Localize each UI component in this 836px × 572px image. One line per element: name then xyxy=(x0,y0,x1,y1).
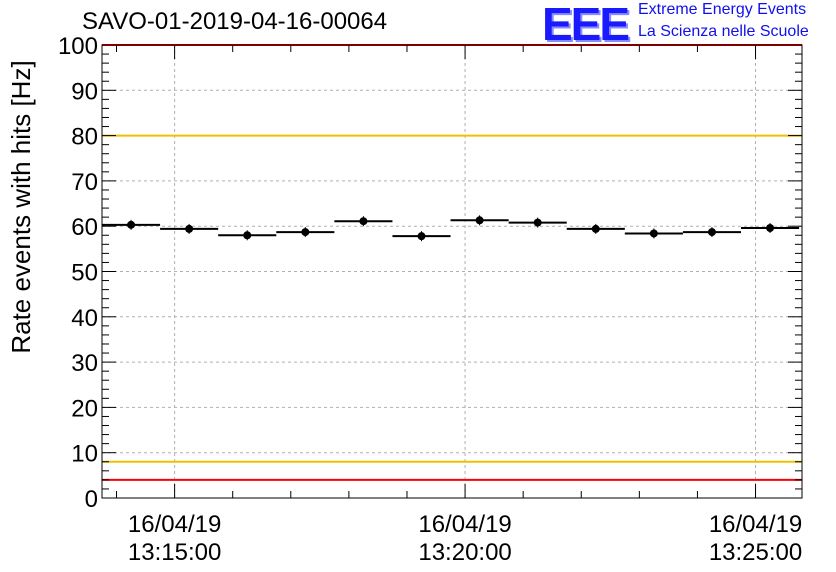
y-tick-label: 0 xyxy=(85,486,98,513)
y-tick-label: 40 xyxy=(71,305,98,332)
x-tick-time-label: 13:25:00 xyxy=(709,539,802,566)
x-tick-date-label: 16/04/19 xyxy=(709,511,802,538)
y-axis-label: Rate events with hits [Hz] xyxy=(6,60,36,353)
x-tick-date-label: 16/04/19 xyxy=(128,511,221,538)
data-point xyxy=(185,224,194,233)
data-point xyxy=(766,224,775,233)
data-point xyxy=(243,231,252,240)
tick-labels: 010203040506070809010016/04/1913:15:0016… xyxy=(58,33,802,566)
data-point xyxy=(591,224,600,233)
x-tick-date-label: 16/04/19 xyxy=(418,511,511,538)
reference-lines xyxy=(102,44,802,481)
y-tick-label: 50 xyxy=(71,260,98,287)
y-tick-label: 80 xyxy=(71,124,98,151)
logo-line-1: Extreme Energy Events xyxy=(638,1,807,18)
data-point xyxy=(301,228,310,237)
y-tick-label: 30 xyxy=(71,350,98,377)
data-points xyxy=(102,215,800,242)
grid-lines xyxy=(102,44,802,499)
y-tick-label: 60 xyxy=(71,214,98,241)
data-point xyxy=(533,218,542,227)
logo-line-2: La Scienza nelle Scuole xyxy=(638,23,809,40)
y-tick-label: 10 xyxy=(71,441,98,468)
y-tick-label: 20 xyxy=(71,395,98,422)
data-point xyxy=(475,216,484,225)
x-tick-time-label: 13:15:00 xyxy=(128,539,221,566)
eee-logo: EEE xyxy=(542,0,630,50)
data-point xyxy=(417,232,426,241)
data-point xyxy=(359,217,368,226)
plot-frame xyxy=(101,44,803,499)
y-tick-label: 90 xyxy=(71,78,98,105)
y-tick-label: 70 xyxy=(71,169,98,196)
data-point xyxy=(127,220,136,229)
axes xyxy=(101,44,803,499)
data-point xyxy=(649,229,658,238)
data-point xyxy=(707,228,716,237)
chart-title: SAVO-01-2019-04-16-00064 xyxy=(82,8,388,35)
y-tick-label: 100 xyxy=(58,33,98,60)
x-tick-time-label: 13:20:00 xyxy=(418,539,511,566)
